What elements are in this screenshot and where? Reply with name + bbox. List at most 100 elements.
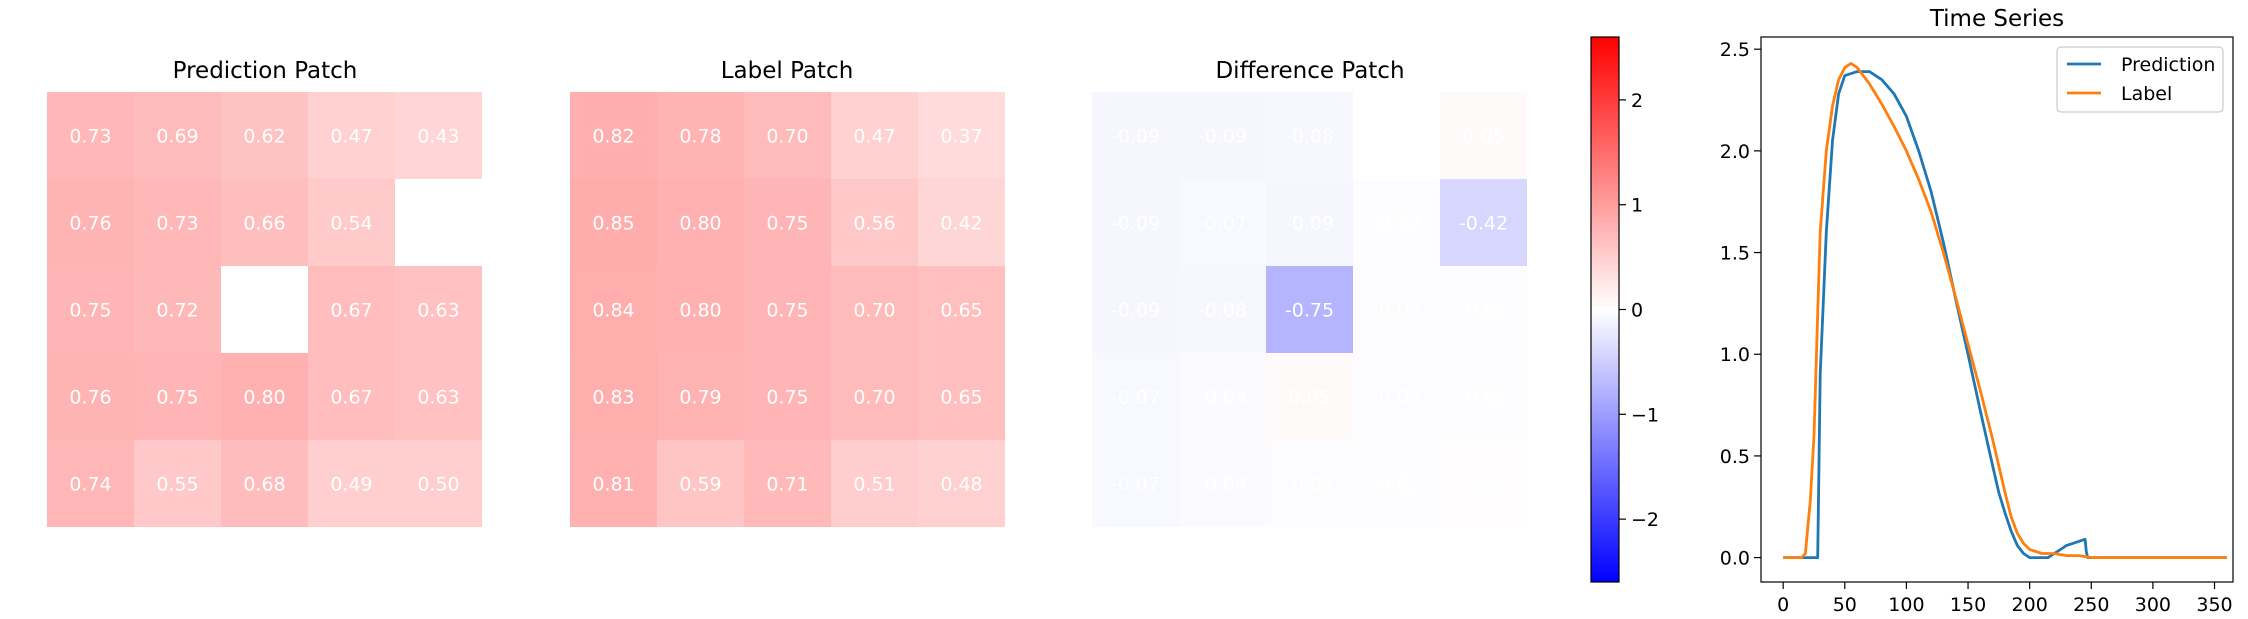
heatmap-cell [47,179,134,266]
label-patch-grid: 0.82 0.78 0.70 0.47 0.37 0.85 0.80 0.75 0.56 0.42… [570,92,1005,527]
x-tick-label: 100 [1888,594,1924,616]
heatmap-cell [1266,440,1353,527]
heatmap-cell [657,92,744,179]
heatmap-cell [1092,266,1179,353]
x-tick-label: 200 [2012,594,2048,616]
heatmap-cell-label: 0.47 [330,126,372,148]
colorbar-tick-label: −2 [1631,509,1659,531]
heatmap-cell [831,440,918,527]
heatmap-cell [134,92,221,179]
heatmap-cell [134,440,221,527]
difference-patch-grid: -0.09 -0.09 -0.08 0.00 0.05 -0.09 -0.07 -0.09 -0… [1092,92,1527,527]
heatmap-cell-label: 0.51 [853,474,895,496]
heatmap-cell [308,440,395,527]
label-patch-panel: Label Patch 0.82 0.78 0.70 0.47 0.37 0.85 0.80… [570,58,1005,527]
heatmap-cell-label: 0.70 [853,387,895,409]
heatmap-cell [918,266,1005,353]
heatmap-cell-label: 0.63 [417,300,459,322]
colorbar: 2 1 0 −1 −2 [1590,36,1659,583]
heatmap-cell-label: -0.03 [1372,387,1421,409]
colorbar-tick-label: 2 [1631,90,1643,112]
heatmap-cell-label: 0.05 [1462,126,1504,148]
heatmap-cell [1440,266,1527,353]
heatmap-cell [1353,440,1440,527]
x-tick-label: 50 [1833,594,1857,616]
heatmap-cell [1179,179,1266,266]
heatmap-cell-label: -0.03 [1285,474,1334,496]
heatmap-cell-label: 0.47 [853,126,895,148]
heatmap-cell [221,92,308,179]
heatmap-cell-label: 0.76 [69,213,111,235]
heatmap-cell [1179,440,1266,527]
heatmap-cell [1179,92,1266,179]
heatmap-cell [1353,92,1440,179]
heatmap-cell [918,179,1005,266]
heatmap-cell [570,353,657,440]
heatmap-cell [1092,179,1179,266]
prediction-patch-panel: Prediction Patch 0.73 0.69 0.62 0.47 0.430.7… [47,58,482,527]
heatmap-cell-label: 0.70 [766,126,808,148]
heatmap-cell-label: 0.65 [940,300,982,322]
heatmap-cell-label: 0.69 [156,126,198,148]
heatmap-cell-label: 0.75 [766,213,808,235]
heatmap-cell [918,440,1005,527]
heatmap-cell-label: 0.74 [69,474,111,496]
heatmap-cell-label: 0.78 [679,126,721,148]
heatmap-cell [831,353,918,440]
heatmap-cell [395,440,482,527]
heatmap-cell-label: 0.80 [679,300,721,322]
heatmap-cell-label: -0.02 [1372,213,1421,235]
heatmap-cell-label: 0.71 [766,474,808,496]
heatmap-cell-label: 0.50 [417,474,459,496]
heatmap-cell [1266,92,1353,179]
heatmap-cell [657,353,744,440]
legend: Prediction Label [2056,46,2224,113]
heatmap-cell-label: 0.73 [156,213,198,235]
heatmap-cell-label: -0.07 [1111,474,1160,496]
heatmap-cell-label: 0.59 [679,474,721,496]
heatmap-cell [744,92,831,179]
heatmap-cell [1092,353,1179,440]
x-tick-label: 350 [2196,594,2232,616]
x-tick-label: 250 [2073,594,2109,616]
legend-prediction-label: Prediction [2121,54,2215,76]
heatmap-cell-label: 0.37 [940,126,982,148]
heatmap-cell-label: 0.80 [243,387,285,409]
heatmap-cell [308,92,395,179]
heatmap-cell [221,440,308,527]
heatmap-cell-label: -0.09 [1198,126,1247,148]
legend-label-label: Label [2121,83,2172,105]
y-tick-label: 0.5 [1720,446,1750,468]
heatmap-cell-label: 0.05 [1288,387,1330,409]
heatmap-cell-label: -0.09 [1111,300,1160,322]
heatmap-cell [744,353,831,440]
heatmap-cell [395,353,482,440]
difference-patch-panel: Difference Patch -0.09 -0.09 -0.08 0.00 0.05… [1092,58,1527,527]
heatmap-cell [1440,440,1527,527]
heatmap-cell-label: -0.03 [1372,300,1421,322]
heatmap-cell-label: 0.43 [417,126,459,148]
heatmap-cell [134,353,221,440]
colorbar-tick-label: 1 [1631,195,1643,217]
colorbar-ticks: 2 1 0 −1 −2 [1619,90,1659,531]
heatmap-cell [395,266,482,353]
heatmap-cell [831,92,918,179]
time-series-title: Time Series [1929,6,2064,32]
heatmap-cell-label: 0.75 [69,300,111,322]
heatmap-cell [134,179,221,266]
heatmap-cell [570,92,657,179]
heatmap-cell [657,179,744,266]
heatmap-cell-label: 0.54 [330,213,372,235]
x-tick-label: 0 [1777,594,1789,616]
heatmap-cell [395,179,482,266]
heatmap-cell-label: -0.42 [1459,213,1508,235]
heatmap-cell-label: 0.56 [853,213,895,235]
heatmap-cell-label: -0.08 [1198,300,1247,322]
heatmap-cell-label: 0.84 [592,300,634,322]
y-tick-label: 1.0 [1720,344,1750,366]
heatmap-cell [570,179,657,266]
heatmap-cell [1353,179,1440,266]
heatmap-cell-label: 0.65 [940,387,982,409]
heatmap-cell [1092,440,1179,527]
time-series-lines [1783,62,2227,559]
